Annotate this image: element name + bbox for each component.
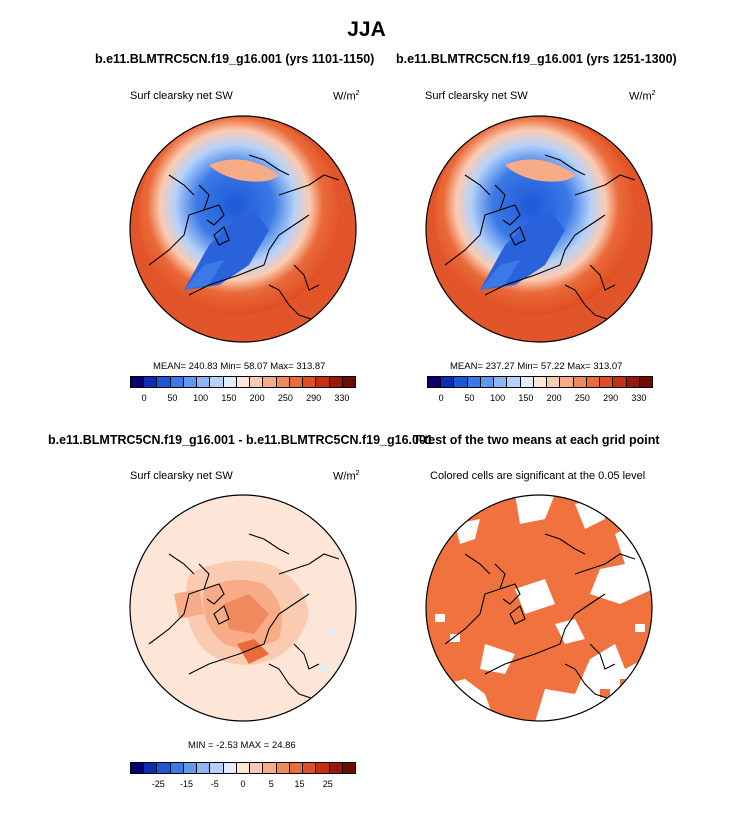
colorbar-tick-label: 150 [221,393,237,403]
colorbar-tick-label: 200 [546,393,562,403]
colorbar-tick-label: 250 [277,393,293,403]
panel-3-title: b.e11.BLMTRC5CN.f19_g16.001 - b.e11.BLMT… [48,433,433,447]
panel-3-colorbar [130,762,356,774]
colorbar-cell [329,763,343,773]
colorbar-cell [263,763,277,773]
colorbar-cell [263,377,277,387]
colorbar-cell [157,763,171,773]
panel-2-variable-label: Surf clearsky net SW [425,90,528,102]
colorbar-cell [600,377,614,387]
colorbar-cell [520,377,534,387]
panel-2-title: b.e11.BLMTRC5CN.f19_g16.001 (yrs 1251-13… [396,52,677,66]
panel-1-units: W/m2 [333,90,360,103]
colorbar-tick-label: 330 [631,393,647,403]
colorbar-cell [197,763,211,773]
panel-1-colorbar-ticks: 0 50 100 150 200 250 290 330 [130,393,356,407]
colorbar-cell [342,763,355,773]
colorbar-tick-label: 50 [464,393,475,403]
panel-1-variable-label: Surf clearsky net SW [130,90,233,102]
colorbar-cell [236,377,251,387]
colorbar-cell [250,377,264,387]
colorbar-cell [480,377,495,387]
panel-2-colorbar-ticks: 0 50 100 150 200 250 290 330 [427,393,653,407]
colorbar-tick-label: 330 [334,393,350,403]
panel-2-map [425,115,653,343]
colorbar-tick-label: 290 [306,393,322,403]
colorbar-tick-label: -25 [151,779,165,789]
colorbar-cell [454,377,468,387]
panel-3-colorbar-ticks: -25 -15 -5 0 5 15 25 [130,779,356,793]
panel-3-stats: MIN = -2.53 MAX = 24.86 [188,740,296,751]
colorbar-cell [144,377,158,387]
colorbar-cell [170,377,184,387]
colorbar-tick-label: 290 [603,393,619,403]
colorbar-cell [547,377,561,387]
colorbar-tick-label: 100 [490,393,506,403]
panel-1-colorbar [130,376,356,388]
panel-2-colorbar [427,376,653,388]
colorbar-cell [183,763,198,773]
colorbar-cell [613,377,627,387]
figure-title: JJA [347,18,386,41]
colorbar-cell [289,763,304,773]
colorbar-cell [250,763,264,773]
colorbar-tick-label: 5 [268,779,274,789]
colorbar-cell [289,377,304,387]
colorbar-tick-label: 150 [518,393,534,403]
colorbar-cell [342,377,355,387]
panel-4-variable-label: Colored cells are significant at the 0.0… [430,470,646,482]
colorbar-tick-label: 15 [294,779,305,789]
colorbar-tick-label: 250 [574,393,590,403]
colorbar-cell [626,377,640,387]
colorbar-tick-label: 25 [322,779,333,789]
colorbar-cell [316,763,330,773]
panel-2-stats: MEAN= 237.27 Min= 57.22 Max= 313.07 [450,361,623,372]
colorbar-cell [494,377,508,387]
colorbar-tick-label: 50 [167,393,178,403]
colorbar-cell [303,377,317,387]
colorbar-cell [533,377,548,387]
colorbar-cell [131,377,145,387]
panel-4-title: T-test of the two means at each grid poi… [413,433,660,447]
panel-3-variable-label: Surf clearsky net SW [130,470,233,482]
colorbar-tick-label: -5 [210,779,219,789]
colorbar-tick-label: 100 [193,393,209,403]
colorbar-cell [170,763,184,773]
colorbar-cell [586,377,601,387]
colorbar-cell [467,377,481,387]
colorbar-cell [441,377,455,387]
colorbar-cell [157,377,171,387]
colorbar-cell [197,377,211,387]
colorbar-cell [223,763,237,773]
colorbar-cell [639,377,652,387]
panel-2-units: W/m2 [629,90,656,103]
panel-3-units: W/m2 [333,470,360,483]
colorbar-cell [276,763,290,773]
colorbar-cell [560,377,574,387]
panel-4-map [425,494,653,722]
panel-1-title: b.e11.BLMTRC5CN.f19_g16.001 (yrs 1101-11… [95,52,375,66]
colorbar-cell [507,377,521,387]
colorbar-cell [303,763,317,773]
panel-3-map [129,494,357,722]
colorbar-cell [573,377,587,387]
colorbar-cell [329,377,343,387]
colorbar-cell [183,377,198,387]
colorbar-cell [144,763,158,773]
colorbar-tick-label: 0 [438,393,444,403]
colorbar-cell [236,763,251,773]
colorbar-cell [223,377,237,387]
colorbar-cell [276,377,290,387]
colorbar-tick-label: 200 [249,393,265,403]
colorbar-cell [316,377,330,387]
panel-1-map [129,115,357,343]
colorbar-tick-label: 0 [240,779,246,789]
colorbar-cell [428,377,442,387]
colorbar-cell [210,763,224,773]
colorbar-cell [210,377,224,387]
colorbar-cell [131,763,145,773]
colorbar-tick-label: -15 [179,779,194,789]
colorbar-tick-label: 0 [141,393,147,403]
panel-1-stats: MEAN= 240.83 Min= 58.07 Max= 313.87 [153,361,326,372]
